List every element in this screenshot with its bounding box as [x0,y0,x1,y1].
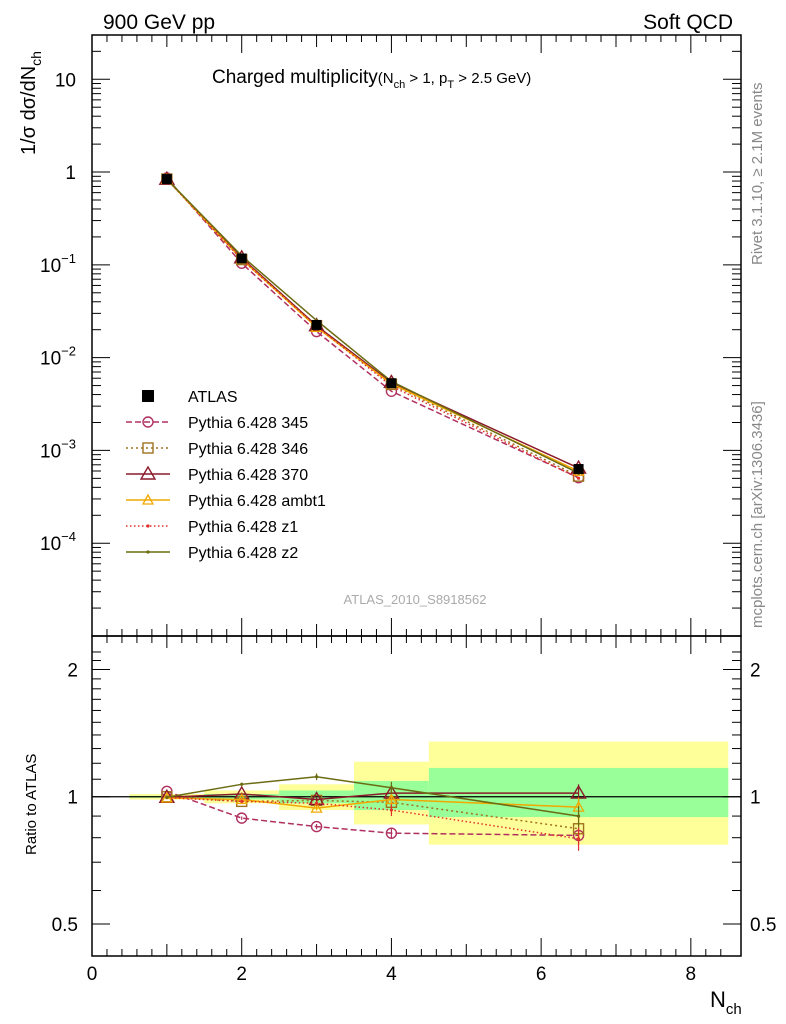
legend-label-pythia-6-428-345: Pythia 6.428 345 [188,415,308,432]
ratio-point [240,782,244,786]
axes: 10 1 10−1 10−2 10−3 10−4 0.5 0.5 1 1 2 2 0 2 4 6 8 [40,34,776,985]
legend-marker-pythia-6-428-z2 [146,550,150,554]
ratio-point [310,801,323,813]
main-y-tick-label: 10−2 [40,344,76,370]
legend-marker-pythia-6-428-ambt1 [141,493,155,505]
legend-marker-pythia-6-428-346 [142,442,154,454]
ratio-series-line [166,796,579,840]
mcplots-label: mcplots.cern.ch [arXiv:1306.3436] [749,401,766,628]
legend-marker-pythia-6-428-370 [139,465,157,480]
data-point [161,174,172,185]
ratio-point [576,814,581,818]
main-title: Charged multiplicity(Nch > 1, pT > 2.5 G… [212,67,531,91]
ratio-point [389,808,394,812]
ratio-point [310,820,323,833]
ratio-y-tick-label-right: 1 [750,788,761,809]
x-tick-label: 2 [236,964,247,985]
main-y-tick-label: 10−1 [40,251,76,277]
ratio-y-tick-label-left: 1 [67,788,78,809]
ratio-point [236,812,248,824]
series-pythia-6-428-z1 [165,177,581,480]
ratio-point [389,786,394,790]
series-line [166,178,579,479]
legend-marker-pythia-6-428-z1 [146,524,150,528]
ratio-frame [91,635,742,957]
x-tick-label: 8 [686,964,697,985]
ratio-point [385,793,398,805]
legend-label-pythia-6-428-370: Pythia 6.428 370 [188,467,308,484]
ratio-point [240,799,244,803]
legend-marker-atlas [142,390,154,402]
ratio-point [165,795,169,799]
main-y-tick-label: 10−4 [40,529,76,555]
analysis-watermark: ATLAS_2010_S8918562 [344,592,487,607]
ratio-series-pythia-6-428-345 [161,785,585,845]
series-pythia-6-428-345 [161,172,585,484]
data-point [236,253,247,264]
series-pythia-6-428-346 [161,173,585,482]
x-tick-label: 4 [386,964,397,985]
ratio-panel-series [158,773,587,851]
ratio-y-tick-label-right: 0.5 [750,915,776,936]
legend-label-atlas: ATLAS [188,389,238,406]
legend-label-pythia-6-428-ambt1: Pythia 6.428 ambt1 [188,493,326,510]
main-y-axis-label: 1/σ dσ/dNch [18,51,44,155]
ratio-point [576,837,581,841]
x-tick-label: 0 [87,964,98,985]
x-tick-label: 6 [536,964,547,985]
ratio-point [385,827,398,839]
data-point [573,464,584,475]
main-panel-series [158,170,587,484]
series-line [166,177,579,479]
ratio-series-line [166,795,579,830]
ratio-y-tick-label-right: 2 [750,660,761,681]
main-y-tick-label: 10 [55,70,76,91]
x-axis-label: Nch [710,987,742,1018]
legend-label-pythia-6-428-346: Pythia 6.428 346 [188,441,308,458]
data-point [311,319,322,330]
legend-marker-pythia-6-428-345 [142,416,154,428]
main-y-tick-label: 10−3 [40,436,76,462]
ratio-y-tick-label-left: 2 [67,660,78,681]
ratio-point [314,801,319,805]
ratio-point [314,775,319,779]
legend: ATLAS Pythia 6.428 345 Pythia 6.428 346 Pyt… [126,389,326,562]
atlas-data-points [161,174,584,475]
header-left: 900 GeV pp [103,11,215,34]
series-point [576,476,581,480]
ratio-y-axis-label: Ratio to ATLAS [23,754,40,855]
rivet-version-label: Rivet 3.1.10, ≥ 2.1M events [749,83,766,266]
ratio-point [235,793,248,805]
legend-label-pythia-6-428-z1: Pythia 6.428 z1 [188,519,298,536]
header-right: Soft QCD [643,11,733,34]
ratio-point [236,795,248,808]
legend-label-pythia-6-428-z2: Pythia 6.428 z2 [188,545,298,562]
ratio-y-tick-label-left: 0.5 [52,915,78,936]
ratio-series-pythia-6-428-z2 [165,773,581,827]
main-y-tick-label: 1 [65,163,76,184]
data-point [386,378,397,389]
